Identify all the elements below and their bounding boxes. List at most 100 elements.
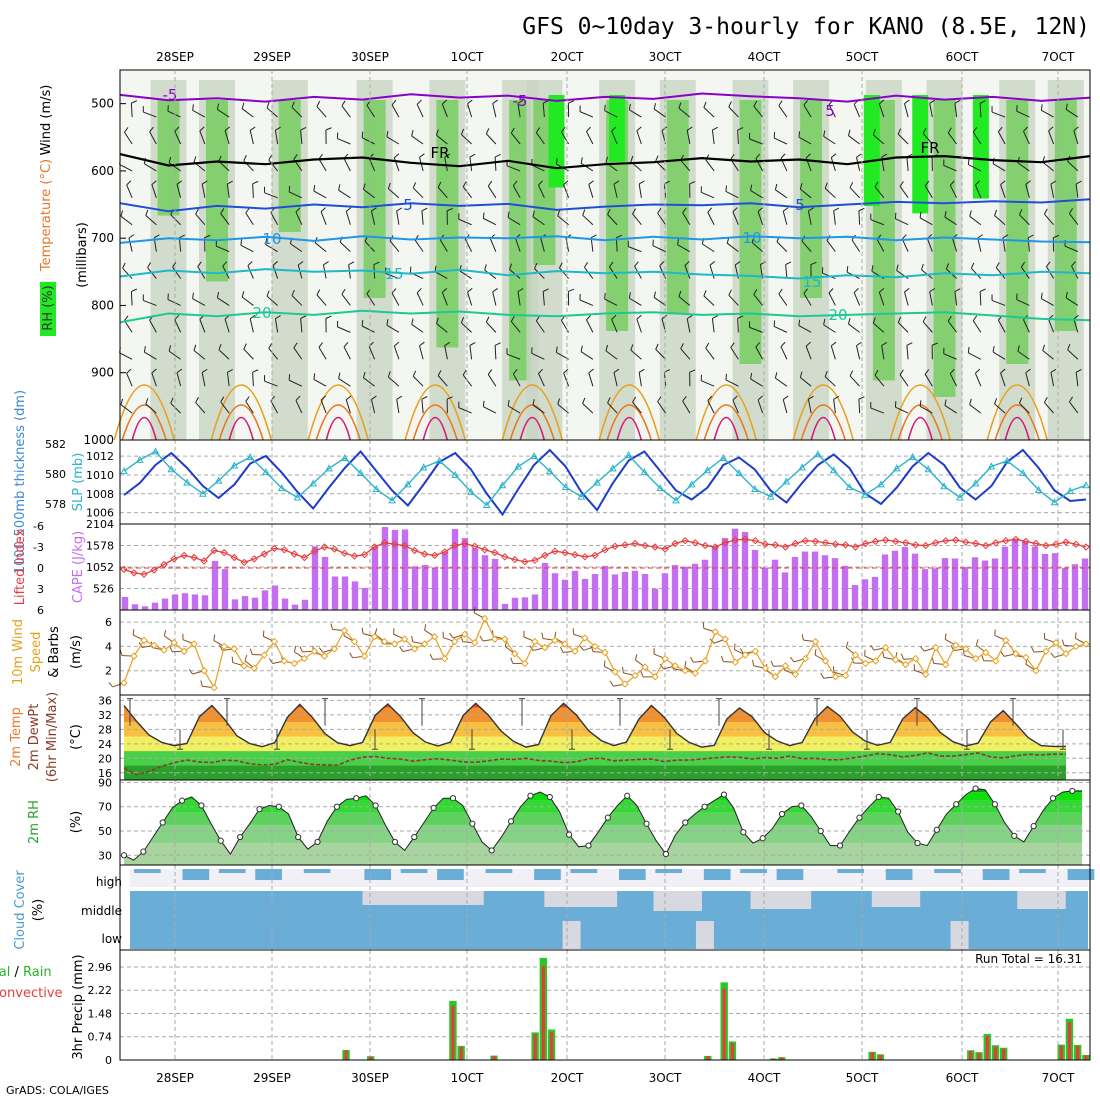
upper-wind-barb (919, 400, 922, 407)
upper-wind-barb (661, 314, 668, 320)
upper-wind-barb (318, 158, 327, 172)
upper-wind-barb (899, 181, 904, 187)
upper-wind-barb (436, 323, 448, 333)
wind10m-marker (1032, 667, 1040, 675)
isotherm-25-loop (695, 384, 758, 441)
credit-label: GrADS: COLA/IGES (6, 1084, 109, 1097)
cape-bar (661, 573, 669, 610)
rh-band (124, 843, 1082, 865)
upper-wind-barb (338, 184, 341, 191)
cape-bar (1041, 554, 1049, 610)
upper-wind-barb (216, 291, 220, 298)
upper-wind-barb (734, 261, 741, 266)
upper-wind-barb (464, 238, 473, 252)
upper-wind-barb (828, 288, 834, 294)
upper-wind-barb (318, 153, 323, 160)
upper-wind-barb (1073, 130, 1079, 145)
upper-wind-barb (268, 348, 279, 360)
rh-axis-label-2: (%) (69, 811, 84, 834)
cape-bar (821, 555, 829, 610)
slp-marker (656, 484, 665, 492)
li-marker (1042, 541, 1050, 550)
upper-wind-barb (1017, 345, 1020, 352)
isotherm-line (119, 198, 1091, 213)
rh-marker (778, 810, 786, 818)
upper-wind-barb (588, 184, 594, 198)
slp-tick-label: 1006 (86, 507, 114, 520)
precip-legend-separator: / (10, 965, 23, 980)
upper-wind-barb (1073, 126, 1079, 132)
wind10m-barb (299, 646, 303, 653)
thickness-background (120, 440, 1090, 524)
li-marker (410, 546, 419, 555)
li-tick-label: 3 (37, 583, 44, 596)
isotherm-35-loop (325, 416, 352, 441)
upper-wind-barb (218, 343, 222, 350)
rh-marker (759, 835, 766, 842)
wind10m-marker (1042, 647, 1050, 655)
precip-convective-bar (492, 1055, 496, 1060)
upper-wind-barb (803, 104, 812, 118)
li-marker (1072, 540, 1080, 548)
upper-wind-barb (568, 100, 575, 104)
cape-bar (931, 568, 939, 610)
isotherm-30-loop (218, 404, 265, 441)
cape-bar (711, 546, 719, 610)
wind10m-marker (921, 670, 930, 679)
li-marker (270, 544, 279, 553)
cape-bar (561, 579, 569, 610)
rh-shade-medium (157, 100, 180, 216)
precip-background (120, 950, 1090, 1060)
rh-marker (527, 792, 534, 799)
upper-wind-barb (1073, 318, 1079, 333)
slp-marker (135, 455, 144, 463)
cloud-low-gap (950, 921, 969, 949)
upper-wind-barb (604, 293, 606, 300)
wind10m-barb (845, 641, 849, 648)
wind10m-marker (972, 654, 980, 663)
wind10m-marker (430, 633, 439, 641)
upper-wind-barb (682, 400, 691, 414)
rh-marker (991, 801, 999, 808)
upper-wind-barb (1065, 297, 1079, 306)
wind10m-barb (361, 627, 364, 634)
cloud-high-segment (740, 869, 767, 873)
upper-wind-barb (705, 342, 710, 349)
cape-bar (951, 558, 959, 610)
upper-wind-barb (538, 180, 543, 186)
wind10m-marker (340, 626, 349, 635)
upper-wind-barb (799, 376, 812, 387)
upper-wind-barb (949, 373, 958, 387)
upper-wind-barb (1016, 299, 1030, 306)
upper-wind-barb (412, 182, 417, 189)
upper-wind-barb (270, 395, 276, 402)
cape-bar (671, 565, 679, 610)
precip-convective-bar (369, 1056, 373, 1060)
cape-bar (1001, 546, 1009, 610)
upper-wind-barb (1065, 291, 1068, 298)
upper-wind-barb (872, 317, 876, 324)
upper-wind-barb (979, 100, 986, 104)
rh-marker (953, 801, 960, 808)
cape-bar (891, 550, 899, 610)
wind10m-marker (471, 639, 479, 647)
isotherm-25-loop (307, 384, 370, 441)
isotherm-35-loop (907, 416, 934, 441)
slp-marker (766, 492, 775, 500)
rh-marker (701, 803, 708, 810)
upper-wind-barb (611, 126, 617, 132)
upper-wind-barb (291, 289, 295, 296)
temperature-axis-label-4: (°C) (69, 724, 84, 750)
upper-wind-barb (512, 185, 521, 199)
wind10m-marker (591, 642, 599, 651)
temperature-tick-label: 28 (98, 723, 112, 736)
rh-shade-saturated (972, 95, 989, 199)
temperature-axis-label-2: 2m DewPt (27, 704, 42, 771)
upper-wind-barb (1050, 183, 1055, 198)
upper-wind-barb (151, 184, 157, 198)
upper-wind-barb (487, 185, 497, 199)
upper-wind-barb (680, 343, 684, 349)
upper-wind-barb (436, 317, 439, 324)
wind10m-barb (479, 635, 484, 642)
upper-wind-barb (506, 353, 521, 360)
